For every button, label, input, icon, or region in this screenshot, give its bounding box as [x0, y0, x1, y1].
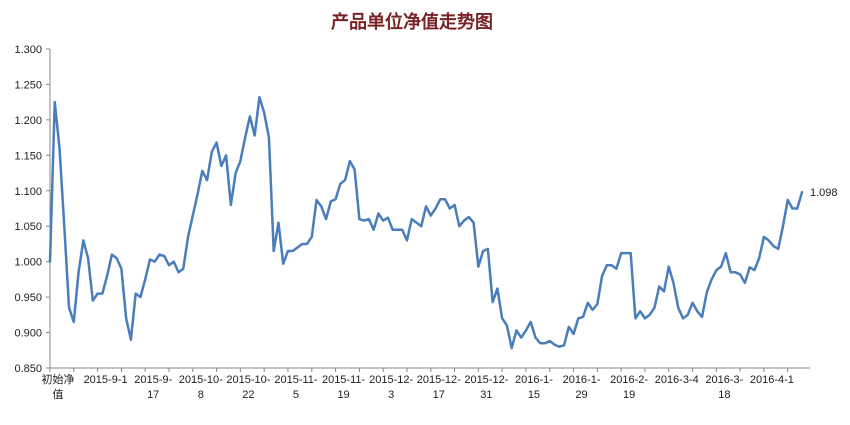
y-tick-label: 0.950 [14, 292, 42, 304]
series-layer [48, 95, 804, 350]
x-tick-label-line2: 19 [623, 389, 635, 401]
x-tick-label-line2: 8 [198, 389, 204, 401]
x-tick-label: 2015-12- [417, 374, 461, 386]
x-tick-label: 2016-3-4 [655, 374, 699, 386]
x-tick-label: 2015-12- [464, 374, 508, 386]
x-tick-label-line2: 19 [337, 389, 349, 401]
x-tick-label-line2: 29 [575, 389, 587, 401]
x-tick-label: 2015-10- [226, 374, 270, 386]
x-tick-label: 2015-11- [322, 374, 366, 386]
y-tick-label: 1.000 [14, 257, 42, 269]
end-value-label: 1.098 [810, 187, 838, 199]
x-tick-label-line2: 17 [147, 389, 159, 401]
x-tick-label: 2016-2- [610, 374, 648, 386]
series-line [48, 95, 804, 350]
x-tick-label: 2015-9- [134, 374, 172, 386]
y-tick-label: 1.100 [14, 186, 42, 198]
y-tick-label: 1.050 [14, 221, 42, 233]
x-tick-label: 2016-3- [705, 374, 743, 386]
x-tick-label-line2: 18 [718, 389, 730, 401]
x-tick-label: 2015-9-1 [84, 374, 128, 386]
x-tick-label-line2: 31 [480, 389, 492, 401]
y-tick-label: 1.150 [14, 150, 42, 162]
y-tick-label: 1.250 [14, 79, 42, 91]
x-tick-label: 初始净 [42, 372, 75, 386]
y-tick-label: 0.900 [14, 328, 42, 340]
x-tick-label: 2015-12- [369, 374, 413, 386]
x-tick-label: 2015-10- [179, 374, 223, 386]
x-tick-label-line2: 3 [388, 389, 394, 401]
y-tick-label: 0.850 [14, 363, 42, 375]
x-tick-label: 2016-1- [563, 374, 601, 386]
y-tick-label: 1.200 [14, 115, 42, 127]
x-tick-label-line2: 22 [242, 389, 254, 401]
x-tick-label-line2: 17 [433, 389, 445, 401]
x-tick-label: 2015-11- [274, 374, 318, 386]
x-tick-label: 2016-1- [515, 374, 553, 386]
labels-layer: 0.850 0.900 0.950 1.000 1.050 1.100 1.150 1.200… [14, 44, 837, 401]
y-tick-label: 1.300 [14, 44, 42, 56]
x-tick-label-line2: 5 [293, 389, 299, 401]
x-tick-label-line2: 15 [528, 389, 540, 401]
chart-title: 产品单位净值走势图 [331, 11, 493, 33]
x-tick-label: 2016-4-1 [750, 374, 794, 386]
axes [46, 48, 810, 372]
x-tick-label-line2: 值 [53, 388, 64, 401]
